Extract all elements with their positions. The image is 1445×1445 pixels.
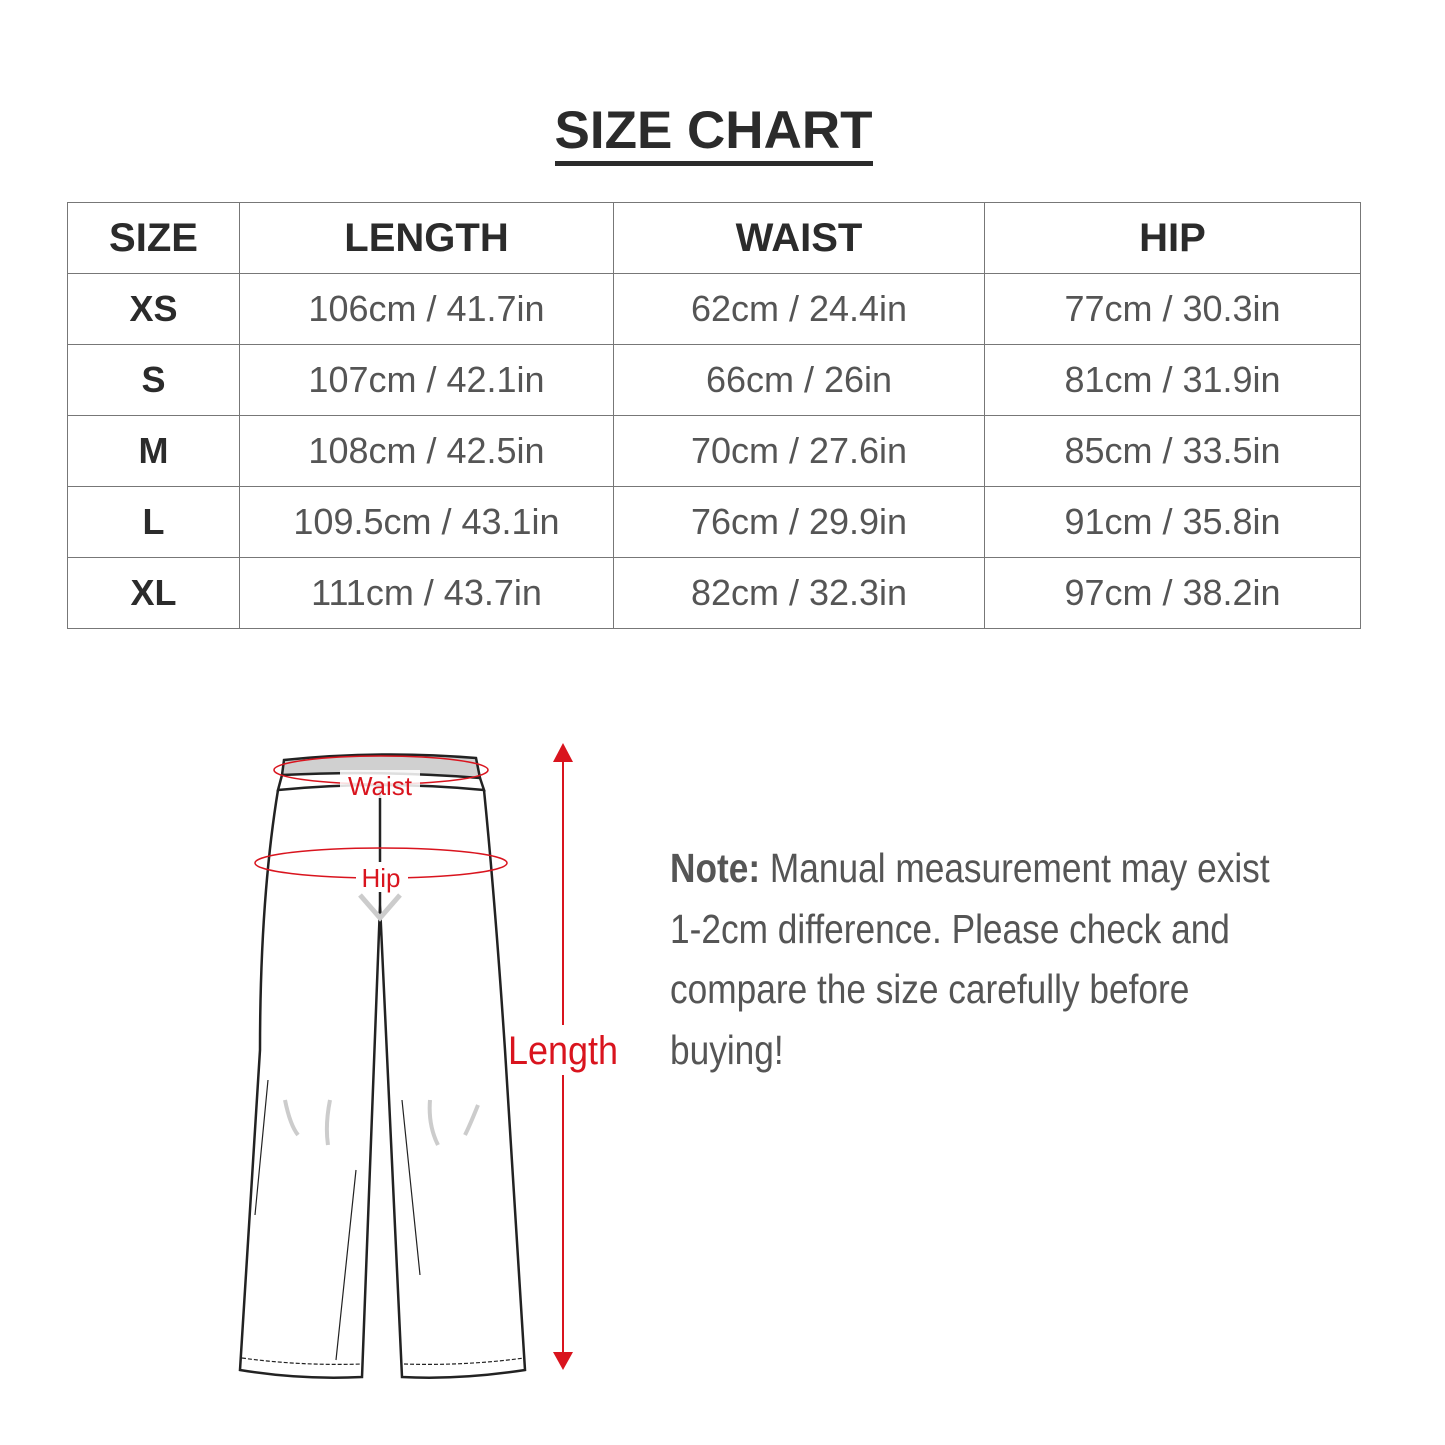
size-cell: M bbox=[67, 415, 240, 487]
hip-label: Hip bbox=[361, 863, 400, 893]
table-header-row: SIZE LENGTH WAIST HIP bbox=[67, 202, 1361, 274]
hip-cell: 81cm / 31.9in bbox=[984, 344, 1361, 416]
hip-cell: 77cm / 30.3in bbox=[984, 273, 1361, 345]
length-arrow bbox=[553, 743, 573, 1370]
table-row: XL 111cm / 43.7in 82cm / 32.3in 97cm / 38.2… bbox=[67, 557, 1361, 629]
waist-cell: 70cm / 27.6in bbox=[613, 415, 985, 487]
header-size: SIZE bbox=[67, 202, 240, 274]
waist-cell: 62cm / 24.4in bbox=[613, 273, 985, 345]
page-title: SIZE CHART bbox=[0, 100, 1427, 166]
note-body: Manual measurement may exist 1-2cm diffe… bbox=[670, 845, 1270, 1073]
header-waist: WAIST bbox=[613, 202, 985, 274]
length-label: Length bbox=[508, 1029, 618, 1073]
size-cell: L bbox=[67, 486, 240, 558]
length-cell: 111cm / 43.7in bbox=[239, 557, 614, 629]
length-cell: 108cm / 42.5in bbox=[239, 415, 614, 487]
length-cell: 109.5cm / 43.1in bbox=[239, 486, 614, 558]
waist-cell: 76cm / 29.9in bbox=[613, 486, 985, 558]
table-row: S 107cm / 42.1in 66cm / 26in 81cm / 31.9in bbox=[67, 344, 1361, 416]
waist-label: Waist bbox=[348, 771, 413, 801]
note-label: Note: bbox=[670, 845, 761, 891]
hip-cell: 97cm / 38.2in bbox=[984, 557, 1361, 629]
waist-cell: 66cm / 26in bbox=[613, 344, 985, 416]
size-table: SIZE LENGTH WAIST HIP XS 106cm / 41.7in 62… bbox=[67, 202, 1361, 629]
table-row: M 108cm / 42.5in 70cm / 27.6in 85cm / 33.5i… bbox=[67, 415, 1361, 487]
pants-illustration bbox=[238, 753, 527, 1379]
size-cell: XL bbox=[67, 557, 240, 629]
waist-cell: 82cm / 32.3in bbox=[613, 557, 985, 629]
table-row: L 109.5cm / 43.1in 76cm / 29.9in 91cm / 35.… bbox=[67, 486, 1361, 558]
hip-cell: 85cm / 33.5in bbox=[984, 415, 1361, 487]
size-cell: S bbox=[67, 344, 240, 416]
table-row: XS 106cm / 41.7in 62cm / 24.4in 77cm / 30.3… bbox=[67, 273, 1361, 345]
note-text: Note: Manual measurement may exist 1-2cm… bbox=[670, 838, 1272, 1080]
